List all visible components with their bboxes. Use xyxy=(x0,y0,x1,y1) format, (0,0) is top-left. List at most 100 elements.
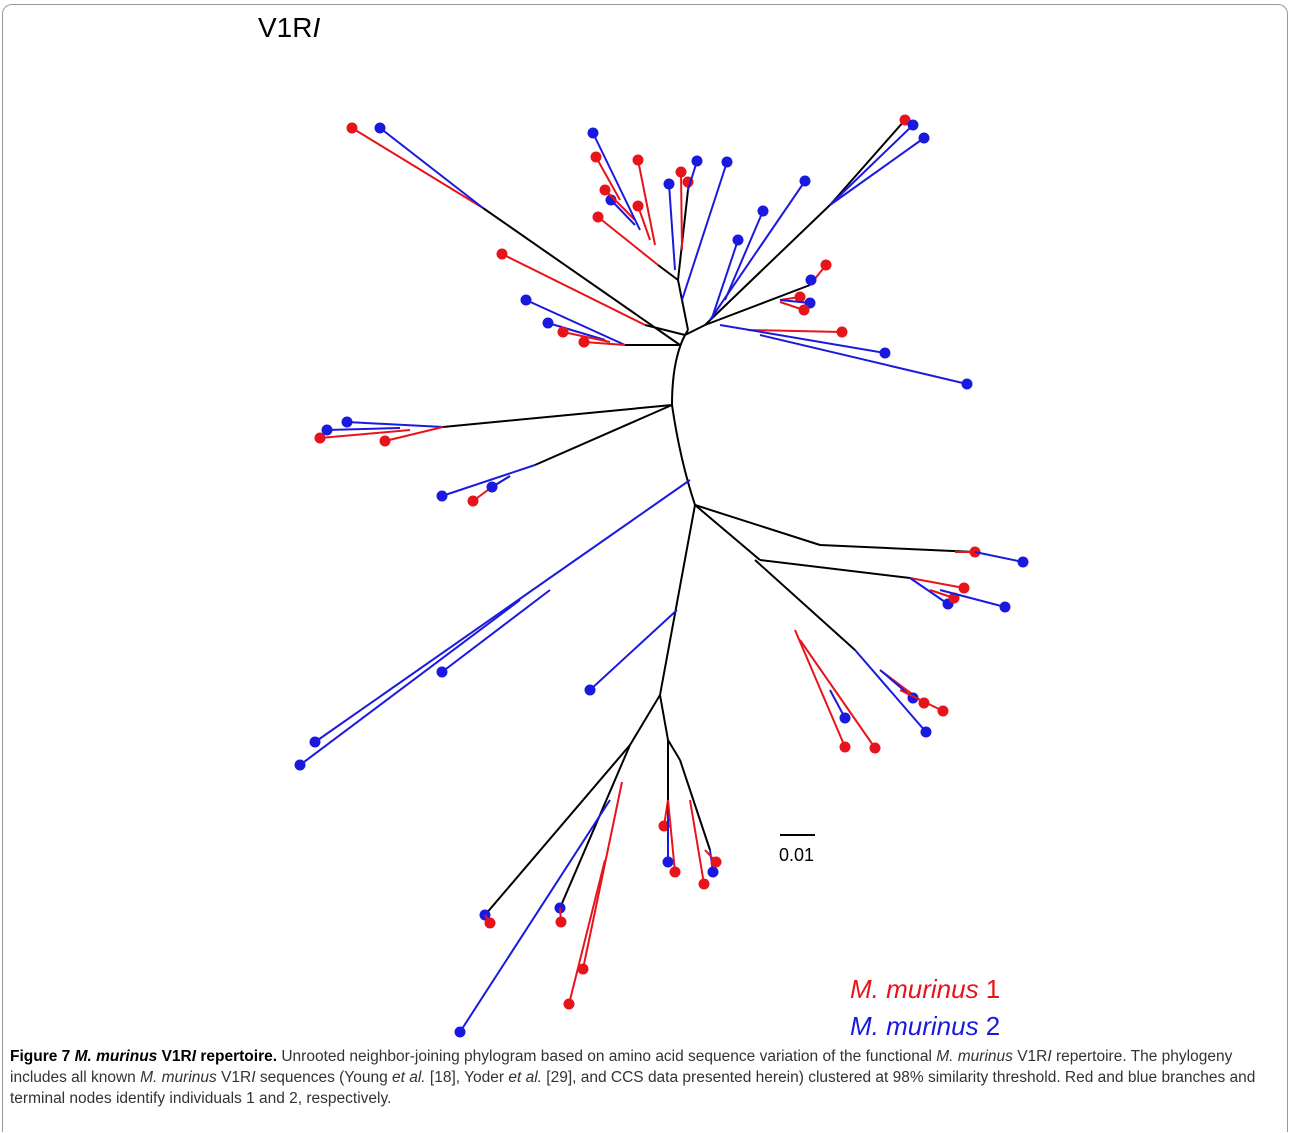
terminal-node xyxy=(805,274,817,286)
terminal-node xyxy=(632,200,644,212)
terminal-branch xyxy=(829,124,914,206)
terminal-branch xyxy=(582,781,623,970)
branch xyxy=(704,284,811,326)
terminal-branch xyxy=(459,799,611,1033)
caption-part: M. murinus xyxy=(140,1069,217,1086)
branch xyxy=(629,694,661,746)
terminal-node xyxy=(496,248,508,260)
terminal-node xyxy=(578,336,590,348)
terminal-branch xyxy=(346,421,444,428)
legend-number: 1 xyxy=(978,974,1001,1004)
panel-title-text: V1R xyxy=(258,12,313,43)
terminal-node xyxy=(577,963,589,975)
caption-part: I xyxy=(1047,1048,1052,1065)
terminal-node xyxy=(710,856,722,868)
terminal-branch xyxy=(351,127,484,209)
terminal-branch xyxy=(939,589,1006,608)
terminal-node xyxy=(587,127,599,139)
terminal-node xyxy=(721,156,733,168)
terminal-branch xyxy=(384,426,444,442)
terminal-branch xyxy=(899,689,944,712)
caption-part: M. murinus xyxy=(74,1048,158,1065)
terminal-branch xyxy=(759,334,968,385)
legend-number: 2 xyxy=(978,1011,1001,1041)
terminal-branch xyxy=(680,171,683,251)
branch xyxy=(659,694,669,741)
terminal-node xyxy=(467,495,479,507)
terminal-branch xyxy=(314,479,691,743)
caption-part: V1R xyxy=(216,1069,252,1086)
terminal-node xyxy=(632,154,644,166)
caption-part: sequences (Young xyxy=(255,1069,392,1086)
caption-part: I xyxy=(251,1069,256,1086)
terminal-branch xyxy=(299,599,521,766)
branch xyxy=(442,404,673,428)
terminal-branch xyxy=(525,299,626,346)
terminal-branch xyxy=(568,859,606,1005)
terminal-branch xyxy=(829,137,925,206)
terminal-branch xyxy=(724,210,764,301)
terminal-node xyxy=(698,878,710,890)
legend-entry: M. murinus 1 xyxy=(850,974,1000,1005)
caption-part: I xyxy=(191,1048,197,1065)
terminal-node xyxy=(663,178,675,190)
legend-species: M. murinus xyxy=(850,1011,979,1041)
terminal-node xyxy=(1017,556,1029,568)
terminal-branch xyxy=(319,429,411,439)
terminal-branch xyxy=(637,205,651,241)
terminal-node xyxy=(555,916,567,928)
terminal-branch xyxy=(441,589,551,673)
terminal-branch xyxy=(583,341,626,346)
terminal-node xyxy=(484,917,496,929)
terminal-branch xyxy=(681,161,728,301)
panel-title-italic: I xyxy=(312,12,321,43)
branch xyxy=(754,559,856,651)
terminal-branch xyxy=(974,551,1024,563)
terminal-node xyxy=(314,432,326,444)
caption-part: V1R xyxy=(1012,1048,1048,1065)
terminal-branch xyxy=(799,639,876,749)
panel-title: V1RI xyxy=(258,12,320,44)
scale-label: 0.01 xyxy=(779,845,815,865)
branch xyxy=(759,559,911,579)
terminal-node xyxy=(869,742,881,754)
terminal-branch xyxy=(747,329,843,333)
terminal-node xyxy=(907,119,919,131)
terminal-node xyxy=(794,291,806,303)
caption-part: repertoire. xyxy=(196,1048,278,1065)
branch xyxy=(704,204,831,326)
terminal-branch xyxy=(909,577,965,589)
terminal-branch xyxy=(597,216,659,266)
branch xyxy=(644,324,686,336)
terminal-branch xyxy=(562,331,611,343)
caption-part: [29], and CCS data presented herein) clu… xyxy=(10,1069,1256,1107)
legend-entry: M. murinus 2 xyxy=(850,1011,1000,1042)
terminal-node xyxy=(937,705,949,717)
terminal-branch xyxy=(667,799,676,873)
terminal-branch xyxy=(610,199,636,226)
figure-frame xyxy=(2,4,1288,1132)
terminal-branch xyxy=(711,239,739,319)
terminal-node xyxy=(436,666,448,678)
branch xyxy=(659,324,706,696)
branch xyxy=(677,279,689,331)
caption-part: Figure 7 xyxy=(10,1048,75,1065)
branch xyxy=(829,119,906,206)
terminal-branch xyxy=(637,159,656,246)
branch xyxy=(694,504,821,546)
terminal-node xyxy=(961,378,973,390)
terminal-node xyxy=(294,759,306,771)
terminal-branch xyxy=(589,609,678,691)
terminal-node xyxy=(557,326,569,338)
terminal-node xyxy=(341,416,353,428)
legend-species: M. murinus xyxy=(850,974,979,1004)
terminal-node xyxy=(486,481,498,493)
terminal-node xyxy=(839,741,851,753)
terminal-node xyxy=(958,582,970,594)
caption-part: et al. xyxy=(392,1069,426,1086)
terminal-node xyxy=(879,347,891,359)
terminal-branch xyxy=(854,649,927,733)
branch xyxy=(679,759,711,851)
terminal-branch xyxy=(604,189,636,221)
